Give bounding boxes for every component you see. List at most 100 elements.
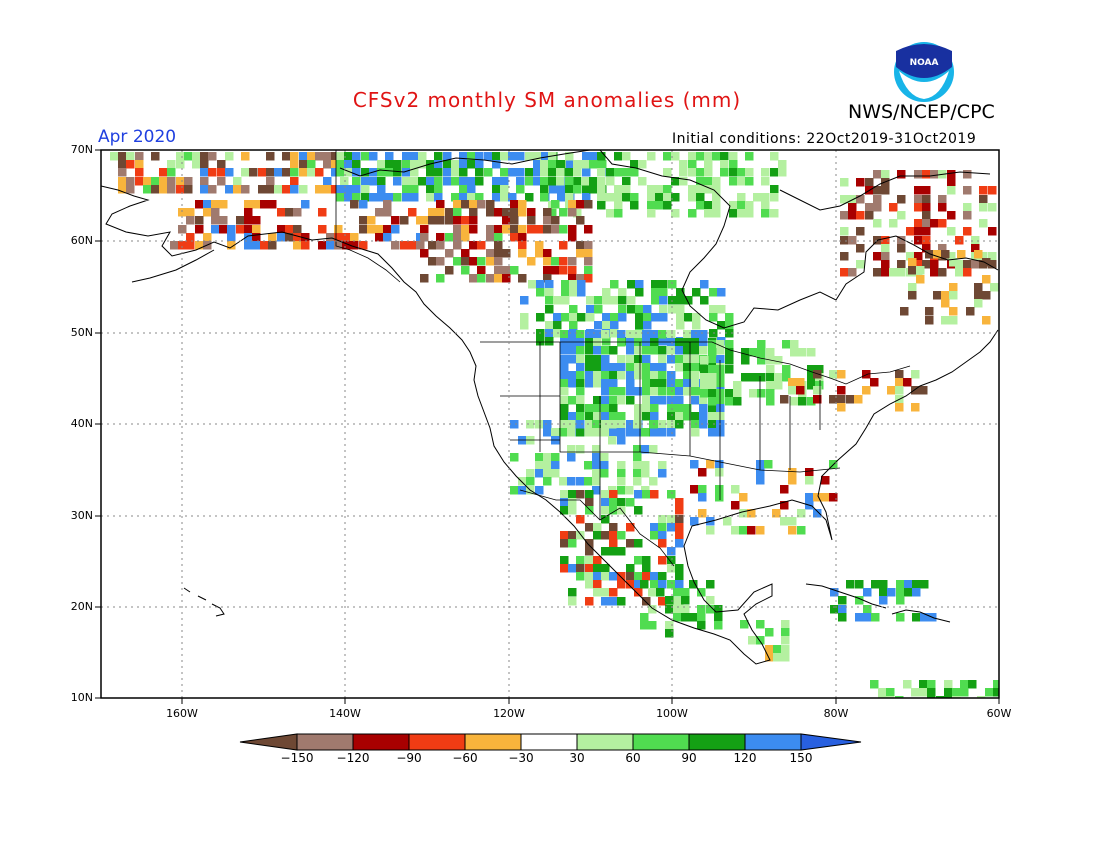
anomaly-cell <box>576 420 585 429</box>
anomaly-cell <box>689 580 698 589</box>
anomaly-cell <box>617 461 626 470</box>
anomaly-cell <box>745 201 754 210</box>
anomaly-cell <box>733 397 742 406</box>
anomaly-cell <box>807 397 816 406</box>
anomaly-cell <box>601 597 610 606</box>
anomaly-cell <box>780 395 789 404</box>
anomaly-cell <box>697 588 706 597</box>
anomaly-cell <box>756 468 765 477</box>
anomaly-cell <box>617 469 626 478</box>
anomaly-cell <box>647 209 656 218</box>
anomaly-cell <box>383 208 392 217</box>
anomaly-cell <box>881 260 890 269</box>
anomaly-cell <box>873 203 882 212</box>
anomaly-cell <box>651 288 660 297</box>
anomaly-cell <box>576 330 585 339</box>
anomaly-cell <box>410 193 419 202</box>
anomaly-cell <box>543 266 552 275</box>
anomaly-cell <box>642 490 651 499</box>
anomaly-cell <box>350 200 359 209</box>
anomaly-cell <box>914 260 923 269</box>
anomaly-cell <box>568 539 577 548</box>
anomaly-cell <box>649 445 658 454</box>
anomaly-cell <box>567 428 576 437</box>
anomaly-cell <box>592 477 601 486</box>
anomaly-cell <box>813 386 822 395</box>
anomaly-cell <box>560 387 569 396</box>
anomaly-cell <box>533 152 542 161</box>
anomaly-cell <box>543 208 552 217</box>
anomaly-cell <box>585 330 594 339</box>
anomaly-cell <box>219 225 228 234</box>
anomaly-cell <box>626 564 635 573</box>
anomaly-cell <box>585 420 594 429</box>
anomaly-cell <box>696 168 705 177</box>
anomaly-cell <box>586 313 595 322</box>
anomaly-cell <box>352 168 361 177</box>
anomaly-cell <box>714 621 723 630</box>
anomaly-cell <box>592 461 601 470</box>
anomaly-cell <box>567 477 576 486</box>
anomaly-cell <box>717 305 726 314</box>
anomaly-cell <box>569 313 578 322</box>
anomaly-cell <box>659 288 668 297</box>
colorbar-swatch <box>520 733 578 751</box>
anomaly-cell <box>326 241 335 250</box>
anomaly-cell <box>609 498 618 507</box>
anomaly-cell <box>585 539 594 548</box>
anomaly-cell <box>977 696 986 698</box>
anomaly-cell <box>526 469 535 478</box>
anomaly-cell <box>938 268 947 277</box>
anomaly-cell <box>622 177 631 186</box>
anomaly-cell <box>745 177 754 186</box>
anomaly-cell <box>683 363 692 372</box>
anomaly-cell <box>717 288 726 297</box>
anomaly-cell <box>408 241 417 250</box>
anomaly-cell <box>258 168 267 177</box>
anomaly-cell <box>904 580 913 589</box>
anomaly-cell <box>244 241 253 250</box>
anomaly-cell <box>774 381 783 390</box>
anomaly-cell <box>377 168 386 177</box>
anomaly-cell <box>706 580 715 589</box>
anomaly-cell <box>667 564 676 573</box>
anomaly-cell <box>897 195 906 204</box>
anomaly-cell <box>151 177 160 186</box>
anomaly-cell <box>266 185 275 194</box>
anomaly-cell <box>658 580 667 589</box>
anomaly-cell <box>675 506 684 515</box>
anomaly-cell <box>601 588 610 597</box>
anomaly-cell <box>585 506 594 515</box>
anomaly-cell <box>798 348 807 357</box>
anomaly-cell <box>741 373 750 382</box>
anomaly-cell <box>960 680 969 689</box>
anomaly-cell <box>699 420 708 429</box>
anomaly-cell <box>671 177 680 186</box>
anomaly-cell <box>502 225 511 234</box>
anomaly-cell <box>840 227 849 236</box>
anomaly-cell <box>634 371 643 380</box>
anomaly-cell <box>369 177 378 186</box>
anomaly-cell <box>761 209 770 218</box>
anomaly-cell <box>293 241 302 250</box>
anomaly-cell <box>336 185 345 194</box>
anomaly-cell <box>274 168 283 177</box>
anomaly-cell <box>805 493 814 502</box>
anomaly-cell <box>545 337 554 346</box>
anomaly-cell <box>886 688 895 697</box>
anomaly-cell <box>342 233 351 242</box>
anomaly-cell <box>241 152 250 161</box>
anomaly-cell <box>393 177 402 186</box>
anomaly-cell <box>486 257 495 266</box>
colorbar-swatch <box>296 733 354 751</box>
anomaly-cell <box>211 208 220 217</box>
anomaly-cell <box>195 216 204 225</box>
anomaly-cell <box>788 476 797 485</box>
anomaly-cell <box>475 152 484 161</box>
anomaly-cell <box>626 396 635 405</box>
anomaly-cell <box>551 428 560 437</box>
anomaly-cell <box>410 160 419 169</box>
anomaly-cell <box>634 363 643 372</box>
anomaly-cell <box>829 370 838 379</box>
anomaly-cell <box>540 168 549 177</box>
